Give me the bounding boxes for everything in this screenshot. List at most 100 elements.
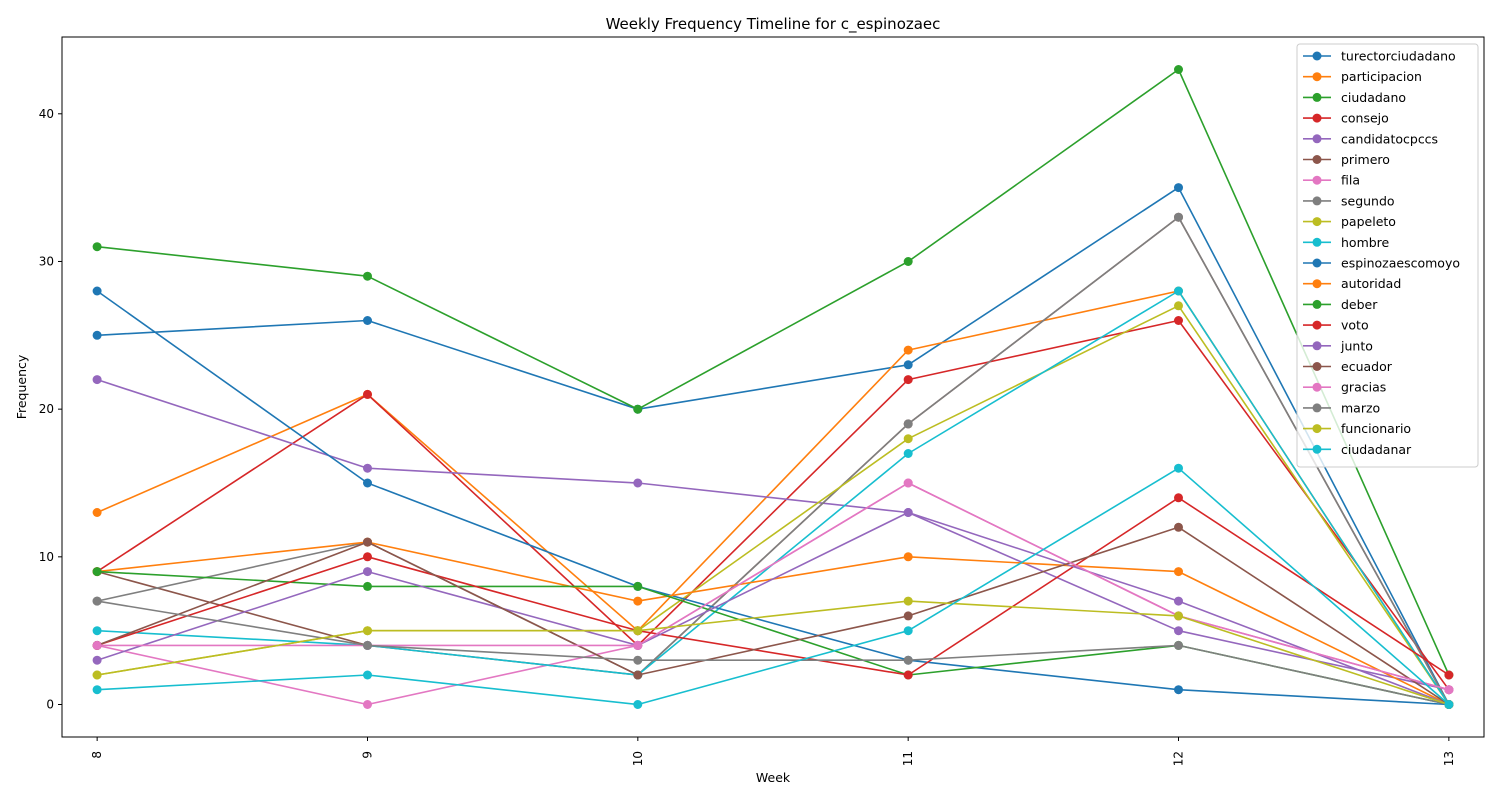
- data-point: [633, 626, 643, 636]
- data-point: [903, 419, 913, 429]
- legend-item: primero: [1303, 152, 1390, 167]
- legend-marker: [1312, 134, 1322, 144]
- data-point: [1174, 685, 1183, 695]
- data-point: [633, 404, 643, 414]
- data-point: [903, 655, 913, 665]
- legend-item: ciudadano: [1303, 90, 1406, 105]
- data-point: [92, 640, 102, 650]
- legend-item: gracias: [1303, 380, 1386, 395]
- data-point: [363, 670, 372, 680]
- data-point: [903, 449, 913, 458]
- legend-label: fila: [1341, 173, 1360, 188]
- data-point: [363, 552, 372, 562]
- series-line: [96, 378, 1450, 691]
- legend-label: consejo: [1341, 111, 1389, 126]
- legend-label: ecuador: [1341, 359, 1393, 374]
- y-axis: 0 10 20 30 40: [39, 107, 62, 712]
- legend-item: papeleto: [1303, 214, 1396, 229]
- legend-item: candidatocpccs: [1303, 131, 1438, 146]
- legend-item: consejo: [1303, 111, 1389, 126]
- data-point: [92, 375, 102, 385]
- legend-marker: [1312, 72, 1322, 82]
- x-tick-label: 9: [360, 751, 374, 759]
- legend-item: autoridad: [1303, 276, 1401, 291]
- legend-marker: [1312, 444, 1322, 454]
- legend-marker: [1312, 92, 1322, 102]
- legend-label: segundo: [1341, 193, 1395, 208]
- series-layer: [92, 65, 1454, 709]
- series-ciudadanar: [92, 463, 1454, 709]
- y-axis-label: Frequency: [14, 354, 29, 419]
- data-point: [92, 685, 102, 695]
- legend-item: espinozaescomoyo: [1303, 256, 1460, 271]
- data-point: [1174, 316, 1183, 325]
- legend-marker: [1312, 341, 1322, 351]
- data-point: [1174, 286, 1183, 296]
- legend-label: participacion: [1341, 69, 1422, 84]
- data-point: [1174, 183, 1183, 193]
- legend-label: espinozaescomoyo: [1341, 256, 1460, 271]
- legend-item: hombre: [1303, 235, 1390, 250]
- data-point: [903, 508, 913, 517]
- plot-frame: [61, 36, 1485, 738]
- legend-item: funcionario: [1303, 421, 1411, 436]
- data-point: [92, 670, 102, 680]
- legend-marker: [1312, 51, 1322, 61]
- legend-item: participacion: [1303, 69, 1422, 84]
- legend-marker: [1312, 155, 1322, 164]
- data-point: [363, 271, 372, 281]
- data-point: [633, 700, 643, 709]
- data-point: [1174, 611, 1183, 621]
- data-point: [903, 596, 913, 606]
- data-point: [1174, 522, 1183, 532]
- legend-label: junto: [1340, 338, 1373, 353]
- data-point: [633, 581, 643, 591]
- data-point: [633, 596, 643, 606]
- legend: turectorciudadano participacion ciudadano c…: [1296, 43, 1479, 468]
- data-point: [92, 286, 102, 296]
- data-point: [903, 552, 913, 562]
- legend-label: ciudadano: [1341, 90, 1406, 105]
- series-voto: [92, 493, 1454, 680]
- series-line: [96, 216, 1450, 705]
- x-tick-label: 13: [1442, 751, 1456, 766]
- legend-marker: [1312, 382, 1322, 392]
- series-line: [96, 526, 1450, 706]
- data-point: [903, 434, 913, 444]
- series-line: [97, 467, 1450, 706]
- data-point: [903, 345, 913, 355]
- series-deber: [92, 567, 1454, 709]
- data-point: [903, 626, 913, 636]
- legend-item: ciudadanar: [1303, 442, 1412, 457]
- data-point: [1174, 212, 1183, 222]
- legend-box: [1296, 43, 1479, 468]
- series-papeleto: [92, 301, 1454, 709]
- data-point: [363, 537, 372, 547]
- data-point: [1174, 463, 1183, 473]
- data-point: [903, 478, 913, 488]
- legend-label: funcionario: [1341, 421, 1411, 436]
- legend-label: gracias: [1341, 380, 1386, 395]
- legend-item: ecuador: [1303, 359, 1393, 374]
- series-line: [97, 482, 1450, 691]
- data-point: [1444, 685, 1454, 695]
- data-point: [903, 360, 913, 370]
- series-line: [96, 511, 1450, 706]
- legend-marker: [1312, 237, 1322, 247]
- x-tick-label: 8: [90, 751, 104, 759]
- data-point: [363, 581, 372, 591]
- data-point: [363, 567, 372, 577]
- legend-label: voto: [1341, 318, 1369, 333]
- x-axis-label: Week: [756, 770, 791, 785]
- y-tick-label: 40: [39, 107, 54, 121]
- y-tick-label: 0: [46, 698, 54, 712]
- series-line: [96, 600, 1450, 706]
- series-ecuador: [92, 522, 1454, 709]
- data-point: [363, 389, 372, 399]
- series-line: [96, 290, 1449, 706]
- data-point: [1174, 596, 1183, 606]
- legend-label: deber: [1341, 297, 1378, 312]
- data-point: [363, 478, 372, 488]
- data-point: [92, 626, 102, 636]
- series-ciudadano: [92, 65, 1454, 680]
